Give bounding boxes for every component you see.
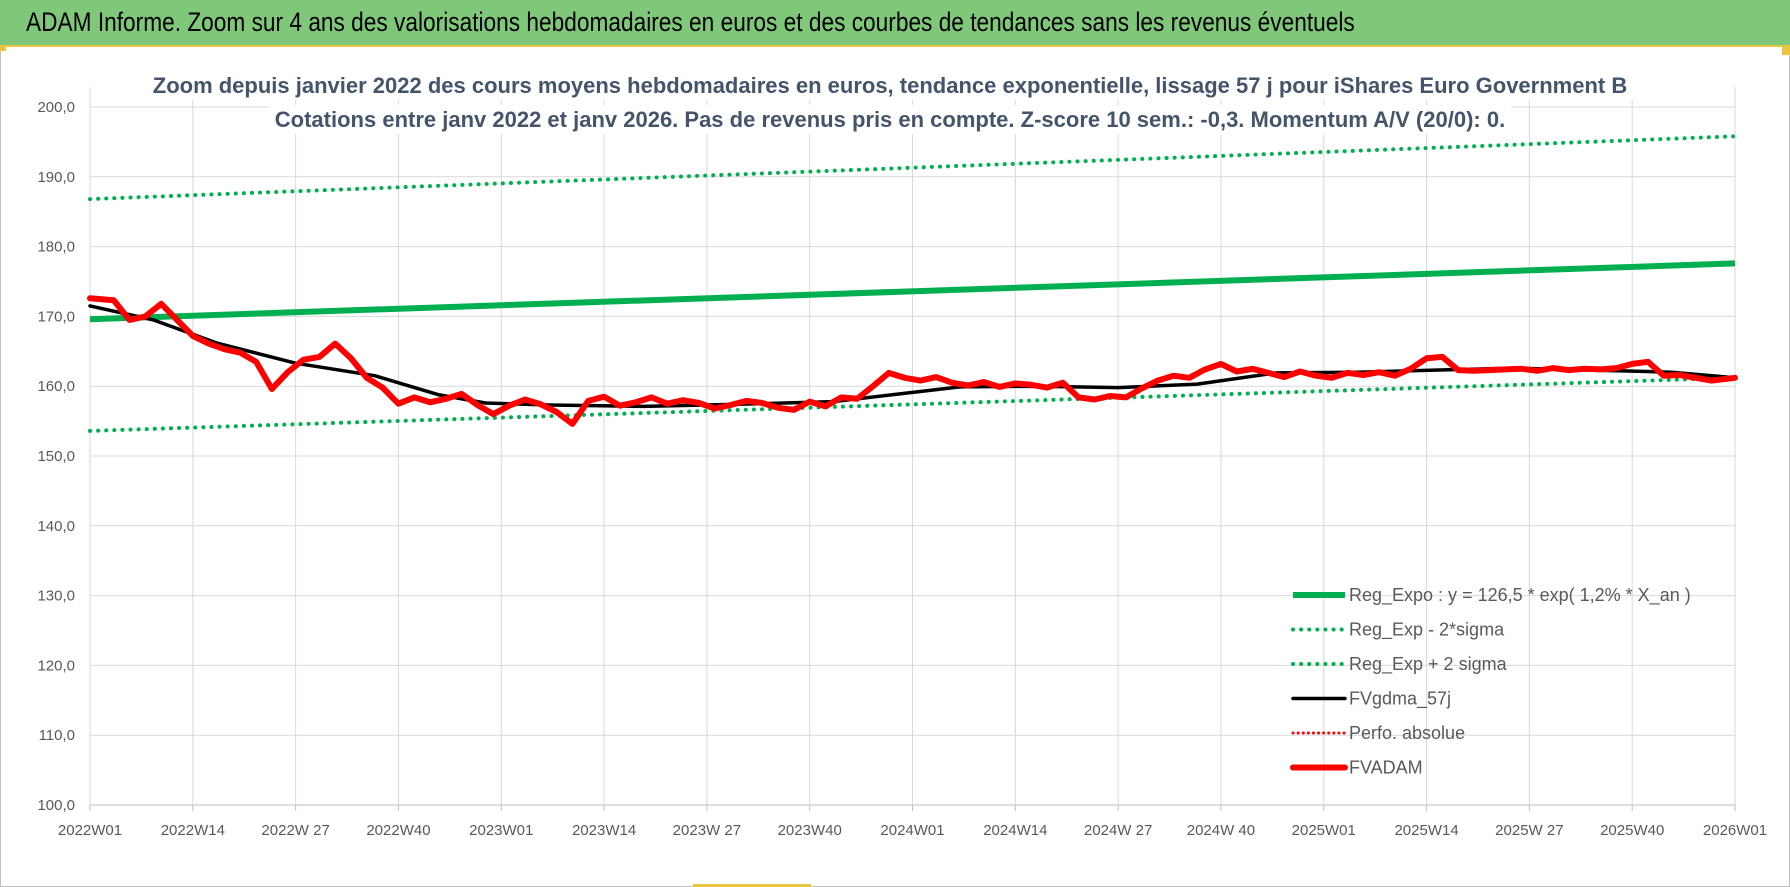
banner-accent-right [1782, 47, 1790, 55]
series-fvadam [87, 295, 1738, 427]
legend-label: Reg_Exp + 2 sigma [1349, 654, 1508, 675]
y-tick-label: 160,0 [37, 378, 75, 395]
y-tick-label: 150,0 [37, 448, 75, 465]
x-tick-label: 2022W01 [58, 822, 122, 839]
legend-label: FVADAM [1349, 758, 1423, 778]
y-tick-label: 120,0 [37, 657, 75, 674]
y-tick-label: 200,0 [37, 99, 75, 116]
chart-title-line-1: Zoom depuis janvier 2022 des cours moyen… [153, 73, 1627, 98]
series [87, 134, 1738, 433]
x-tick-label: 2025W 27 [1495, 822, 1563, 839]
x-tick-label: 2022W40 [366, 822, 430, 839]
y-tick-label: 110,0 [39, 727, 75, 744]
x-tick-label: 2024W 27 [1084, 822, 1152, 839]
x-tick-label: 2026W01 [1703, 822, 1767, 839]
x-tick-label: 2023W01 [469, 822, 533, 839]
x-tick-label: 2022W 27 [261, 822, 329, 839]
header-banner: ADAM Informe. Zoom sur 4 ans des valoris… [0, 0, 1790, 47]
y-tick-label: 100,0 [37, 797, 75, 814]
y-tick-label: 130,0 [37, 588, 75, 605]
x-tick-label: 2024W 40 [1187, 822, 1255, 839]
series-reg-exp-minus-2sigma [88, 375, 1737, 433]
chart-title-bg [268, 105, 1512, 134]
y-tick-label: 190,0 [37, 169, 75, 186]
x-tick-label: 2023W14 [572, 822, 636, 839]
chart-title-bg [146, 71, 1634, 100]
series-reg-exp-plus-2sigma [88, 134, 1737, 202]
legend-label: Reg_Expo : y = 126,5 * exp( 1,2% * X_an … [1349, 585, 1691, 606]
y-tick-label: 180,0 [37, 239, 75, 256]
y-tick-label: 140,0 [37, 518, 75, 535]
x-tick-label: 2023W 27 [673, 822, 741, 839]
x-tick-label: 2022W14 [161, 822, 225, 839]
legend-label: FVgdma_57j [1349, 689, 1451, 710]
chart-title: Zoom depuis janvier 2022 des cours moyen… [146, 71, 1634, 134]
y-tick-label: 170,0 [37, 308, 75, 325]
bottom-accent [693, 884, 811, 887]
chart-title-line-2: Cotations entre janv 2022 et janv 2026. … [275, 107, 1505, 132]
grid [89, 87, 1736, 811]
series-reg-expo [89, 260, 1736, 323]
legend: Reg_Expo : y = 126,5 * exp( 1,2% * X_an … [1290, 585, 1691, 778]
x-tick-label: 2025W40 [1600, 822, 1664, 839]
legend-label: Reg_Exp - 2*sigma [1349, 620, 1505, 641]
x-axis: 2022W01 2022W14 2022W 27 2022W40 2023W01 2023… [58, 822, 1767, 839]
legend-label: Perfo. absolue [1349, 723, 1465, 743]
page-title: ADAM Informe. Zoom sur 4 ans des valoris… [26, 7, 1355, 37]
x-tick-label: 2025W14 [1394, 822, 1458, 839]
x-tick-label: 2024W01 [880, 822, 944, 839]
banner-accent-left [0, 47, 6, 51]
x-tick-label: 2024W14 [983, 822, 1047, 839]
x-tick-label: 2023W40 [778, 822, 842, 839]
y-axis: 100,0 110,0 120,0 130,0 140,0 150,0 160,0 170,0… [37, 99, 75, 814]
x-tick-label: 2025W01 [1292, 822, 1356, 839]
